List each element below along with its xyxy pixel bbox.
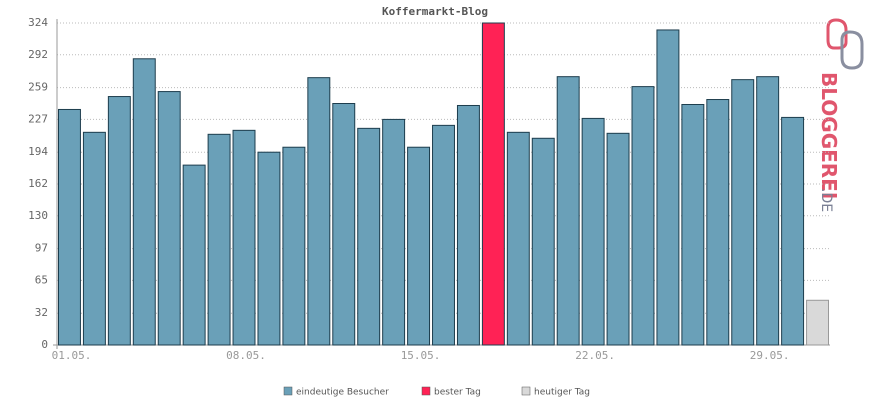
y-tick-label: 292	[28, 48, 48, 61]
y-tick-label: 65	[35, 273, 48, 286]
bar	[232, 129, 256, 346]
bar	[706, 99, 730, 346]
y-tick-label: 227	[28, 112, 48, 125]
y-tick-label: 0	[41, 338, 48, 351]
bar	[132, 58, 156, 346]
y-tick-label: 324	[28, 16, 48, 29]
y-tick-label: 259	[28, 81, 48, 94]
legend-label: heutiger Tag	[534, 388, 590, 398]
bar	[107, 96, 131, 346]
bar	[506, 131, 530, 346]
bar	[806, 299, 830, 346]
bar	[182, 164, 206, 346]
y-tick-label: 32	[35, 306, 48, 319]
bar	[731, 79, 755, 346]
logo-icon	[826, 18, 848, 50]
bar	[681, 103, 705, 346]
bar	[656, 29, 680, 346]
bar	[481, 22, 505, 346]
bar	[432, 124, 455, 346]
logo-suffix: .DE	[818, 188, 834, 212]
logo-icon	[840, 30, 864, 70]
bar	[407, 146, 431, 346]
bar	[756, 76, 780, 346]
x-tick-label: 22.05.	[575, 349, 615, 362]
chart-title: Koffermarkt-Blog	[382, 5, 488, 18]
bar	[82, 131, 106, 346]
y-tick-label: 162	[28, 177, 48, 190]
bar	[531, 137, 555, 346]
bar	[382, 118, 406, 346]
bar	[57, 108, 81, 346]
legend-label: bester Tag	[434, 388, 481, 398]
legend-swatch	[421, 386, 431, 396]
x-tick-label: 15.05.	[401, 349, 441, 362]
x-tick-label: 29.05.	[750, 349, 790, 362]
logo-text: BLOGGEREI	[817, 72, 841, 199]
bar	[556, 76, 580, 346]
legend-label: eindeutige Besucher	[296, 388, 389, 398]
legend-swatch	[521, 386, 531, 396]
bar	[257, 151, 281, 346]
bar	[781, 116, 805, 346]
bar	[606, 132, 630, 346]
bar	[357, 127, 381, 346]
y-tick-label: 130	[28, 209, 48, 222]
legend-swatch	[283, 386, 293, 396]
bar	[282, 146, 306, 346]
x-tick-label: 08.05.	[226, 349, 266, 362]
y-tick-label: 97	[35, 242, 48, 255]
bar	[207, 133, 231, 346]
bar	[307, 77, 331, 346]
x-tick-label: 01.05.	[52, 349, 92, 362]
bar	[581, 117, 605, 346]
bar	[456, 104, 480, 346]
bar	[332, 103, 356, 346]
bar	[157, 91, 181, 346]
logo: BLOGGEREI .DE	[817, 18, 864, 212]
bar	[631, 86, 655, 346]
y-tick-label: 194	[28, 145, 48, 158]
